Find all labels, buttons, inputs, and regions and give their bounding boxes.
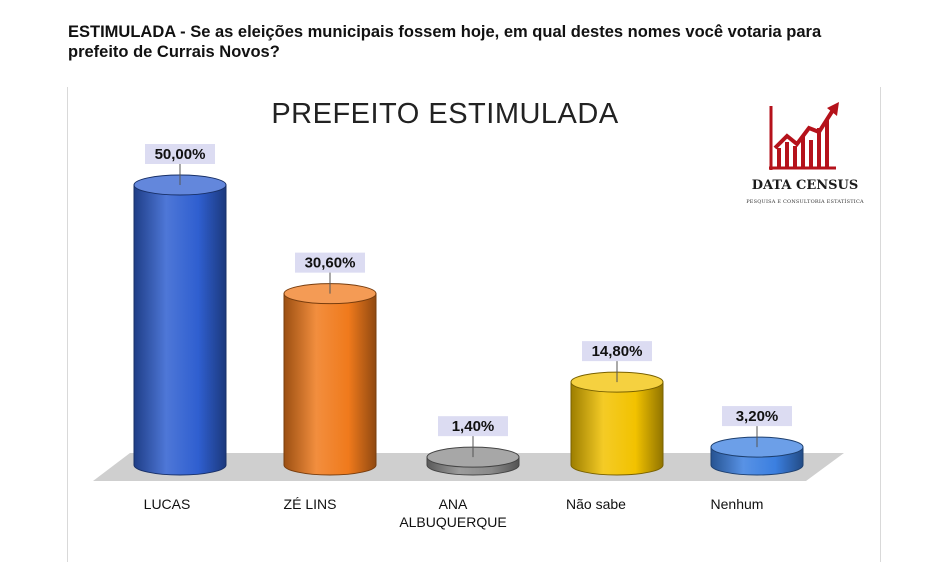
- value-label-bg: [438, 416, 508, 437]
- chart-title: PREFEITO ESTIMULADA: [271, 98, 619, 130]
- category-label: LUCAS: [144, 496, 191, 512]
- value-label: 14,80%: [592, 343, 643, 360]
- value-label: 3,20%: [736, 408, 779, 425]
- bar-2: [283, 283, 377, 476]
- question-text: ESTIMULADA - Se as eleições municipais f…: [68, 23, 822, 61]
- category-label: ANA ALBUQUERQUE: [399, 496, 506, 530]
- bar-3: [426, 446, 520, 476]
- value-label: 1,40%: [452, 418, 495, 435]
- bar-4: [570, 371, 664, 476]
- value-label-bg: [145, 144, 215, 164]
- brand-tagline: PESQUISA E CONSULTORIA ESTATÍSTICA: [746, 199, 864, 205]
- value-label-bg: [295, 252, 365, 273]
- value-label: 50,00%: [155, 146, 206, 163]
- brand-name: DATA CENSUS: [751, 178, 859, 193]
- labels-layer: 50,00% LUCAS 30,60% ZÉ LINS 1,40% ANA ALBUQUER…: [144, 144, 792, 530]
- bars-layer: [133, 174, 804, 476]
- category-label: ZÉ LINS: [284, 496, 337, 512]
- rising-chart-logo-icon: [769, 102, 839, 170]
- category-label: Não sabe: [566, 496, 626, 512]
- bar-1: [133, 174, 227, 476]
- value-label-bg: [722, 406, 792, 427]
- category-label: Nenhum: [711, 496, 764, 512]
- value-label-bg: [582, 341, 652, 362]
- value-label: 30,60%: [305, 255, 356, 272]
- brand-logo: DATA CENSUS PESQUISA E CONSULTORIA ESTAT…: [735, 98, 875, 213]
